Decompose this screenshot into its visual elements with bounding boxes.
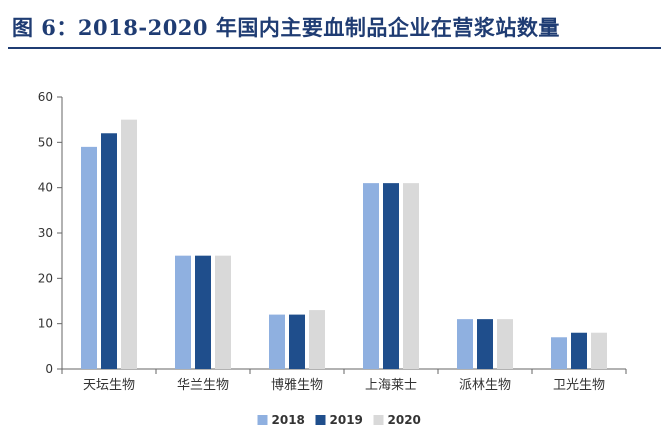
bar-2018-4	[457, 319, 473, 369]
bar-2020-4	[497, 319, 513, 369]
bar-2018-1	[175, 255, 191, 369]
bar-2019-0	[101, 133, 117, 369]
y-tick-label: 60	[38, 90, 53, 104]
bar-2019-5	[571, 332, 587, 369]
bar-2018-3	[363, 183, 379, 369]
legend-swatch-2020	[373, 415, 384, 425]
bar-2019-2	[289, 314, 305, 369]
y-tick-label: 10	[38, 317, 53, 331]
legend-swatch-2019	[315, 415, 326, 425]
category-label: 天坛生物	[83, 378, 135, 393]
title-underline	[8, 47, 661, 49]
bar-2019-1	[195, 255, 211, 369]
chart-frame: 0 10 20 30 40 50 60 天坛生物 华兰生物 博雅生物 上海莱士 派林生物 卫光生物 201…	[0, 50, 669, 441]
category-label: 上海莱士	[365, 378, 417, 393]
y-tick-label: 0	[45, 362, 53, 376]
y-tick-label: 50	[38, 135, 53, 149]
legend-label-2019: 2019	[330, 413, 363, 427]
y-tick-label: 20	[38, 271, 53, 285]
bar-2019-4	[477, 319, 493, 369]
legend-swatch-2018	[257, 415, 268, 425]
legend-label-2018: 2018	[272, 413, 305, 427]
title-bar: 图 6：2018-2020 年国内主要血制品企业在营浆站数量	[0, 0, 669, 50]
y-tick-label: 40	[38, 181, 53, 195]
category-label: 派林生物	[459, 378, 511, 393]
bar-2020-5	[591, 332, 607, 369]
page-title: 图 6：2018-2020 年国内主要血制品企业在营浆站数量	[12, 15, 560, 40]
category-label: 卫光生物	[553, 378, 605, 393]
bar-2020-1	[215, 255, 231, 369]
bar-2020-2	[309, 310, 325, 369]
bar-2020-0	[121, 119, 137, 370]
bar-2019-3	[383, 183, 399, 369]
legend-label-2020: 2020	[388, 413, 421, 427]
bar-2018-5	[551, 337, 567, 369]
category-label: 华兰生物	[177, 378, 229, 393]
y-tick-label: 30	[38, 226, 53, 240]
bar-2020-3	[403, 183, 419, 369]
bar-chart: 0 10 20 30 40 50 60 天坛生物 华兰生物 博雅生物 上海莱士 派林生物 卫光生物 201…	[38, 90, 627, 427]
category-label: 博雅生物	[271, 378, 323, 393]
bar-2018-0	[81, 146, 97, 369]
bar-2018-2	[269, 314, 285, 369]
